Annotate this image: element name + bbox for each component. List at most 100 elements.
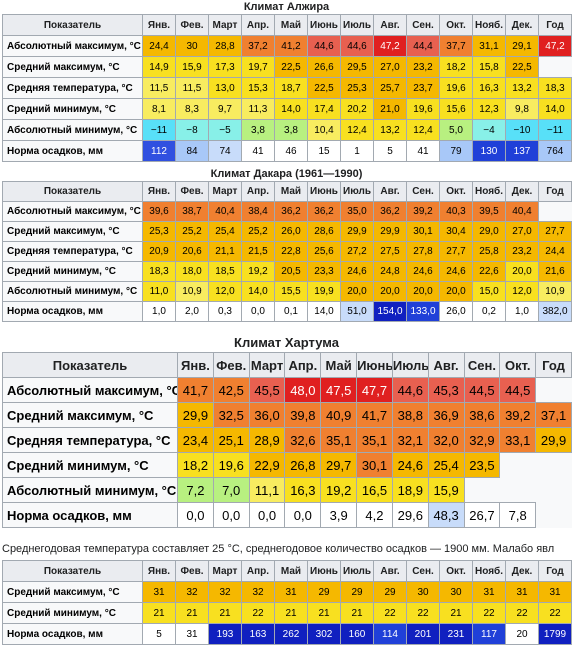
value-cell: −11 [538, 119, 572, 141]
value-cell: 16,5 [356, 477, 393, 503]
header-month: Май [274, 14, 308, 36]
value-cell: 18,0 [175, 261, 209, 282]
value-cell: 13,2 [505, 77, 539, 99]
value-cell: 18,5 [208, 261, 242, 282]
header-month: Сен. [406, 181, 440, 202]
value-cell: 36,0 [248, 402, 286, 428]
value-cell: 31,1 [472, 35, 506, 57]
value-cell: 19,9 [307, 281, 341, 302]
table-row: Абсолютный минимум, °C 7,2 7,0 11,1 16,3 19,2… [2, 477, 572, 503]
value-cell: 19,6 [439, 77, 473, 99]
header-month: Сен. [463, 352, 501, 378]
header-month: Год [538, 560, 572, 582]
value-cell: 40,4 [208, 201, 242, 222]
value-cell: 31 [472, 581, 506, 603]
value-cell: 29,9 [535, 427, 572, 453]
value-cell: 2,0 [175, 301, 209, 322]
value-cell: 14,9 [142, 56, 176, 78]
value-cell: 19,2 [320, 477, 358, 503]
value-cell: 20,0 [373, 281, 407, 302]
value-cell: 41,7 [356, 402, 393, 428]
value-cell: 8,3 [175, 98, 209, 120]
value-cell: 19,7 [241, 56, 275, 78]
header-indicator: Показатель [2, 181, 143, 202]
value-cell: 41,2 [274, 35, 308, 57]
value-cell: 21 [439, 602, 473, 624]
value-cell: 23,3 [307, 261, 341, 282]
climate-table: Показатель Янв. Фев. Март Апр. Май Июнь Июль Авг… [2, 560, 572, 645]
header-month: Янв. [142, 560, 176, 582]
value-cell: 41 [406, 140, 440, 162]
value-cell: 27,7 [439, 241, 473, 262]
value-cell: 22,6 [472, 261, 506, 282]
value-cell: 15,3 [241, 77, 275, 99]
table-row: Средний минимум, °C 18,2 19,6 22,9 26,8 29,7 3… [2, 452, 572, 478]
header-month: Март [208, 560, 242, 582]
value-cell: 0,0 [177, 502, 214, 528]
value-cell: 40,4 [505, 201, 539, 222]
value-cell: 11,3 [241, 98, 275, 120]
row-label: Средний максимум, °C [2, 581, 143, 603]
value-cell: 24,6 [391, 452, 429, 478]
value-cell: 160 [340, 623, 374, 645]
table-caption: Климат Алжира [243, 1, 330, 13]
climate-table-dakar: Климат Дакара (1961—1990) Показатель Янв.… [2, 167, 572, 322]
value-cell: 15,8 [472, 56, 506, 78]
value-cell: 10,9 [538, 281, 572, 302]
value-cell: 29,0 [472, 221, 506, 242]
value-cell: 23,5 [463, 452, 501, 478]
value-cell: 12,4 [340, 119, 374, 141]
row-label: Средний максимум, °C [2, 402, 178, 428]
value-cell: 117 [472, 623, 506, 645]
row-label: Средний максимум, °C [2, 221, 143, 242]
value-cell: 40,9 [320, 402, 358, 428]
value-cell: 382,0 [538, 301, 572, 322]
value-cell: 48,3 [427, 502, 465, 528]
value-cell: 30 [439, 581, 473, 603]
value-cell: 47,2 [373, 35, 407, 57]
value-cell: 44,5 [463, 377, 501, 403]
value-cell: 25,3 [142, 221, 176, 242]
value-cell: −11 [142, 119, 176, 141]
value-cell: 25,1 [212, 427, 250, 453]
value-cell: 20,6 [175, 241, 209, 262]
value-cell: 12,0 [505, 281, 539, 302]
value-cell: 15,5 [274, 281, 308, 302]
value-cell: 38,4 [241, 201, 275, 222]
header-month: Март [208, 14, 242, 36]
table-row: Норма осадков, мм 1,0 2,0 0,3 0,0 0,1 14,0 51,0… [2, 301, 572, 322]
value-cell: 39,2 [406, 201, 440, 222]
header-month: Янв. [177, 352, 214, 378]
table-row: Абсолютный максимум, °C 41,7 42,5 45,5 48,0 4… [2, 377, 572, 403]
value-cell: 40,3 [439, 201, 473, 222]
row-label: Норма осадков, мм [2, 140, 143, 162]
value-cell: 32 [208, 581, 242, 603]
value-cell: 24,6 [340, 261, 374, 282]
value-cell: 22 [241, 602, 275, 624]
climate-table: Показатель Янв. Фев. Март Апр. Май Июнь Июль Авг… [2, 14, 572, 162]
value-cell: 16,3 [472, 77, 506, 99]
header-indicator: Показатель [2, 14, 143, 36]
value-cell: 25,2 [175, 221, 209, 242]
value-cell: −8 [175, 119, 209, 141]
value-cell: 8,1 [142, 98, 176, 120]
header-month: Май [274, 560, 308, 582]
value-cell: 30,1 [356, 452, 393, 478]
header-month: Дек. [505, 560, 539, 582]
value-cell: 21 [340, 602, 374, 624]
table-row: Средний максимум, °C 31 32 32 32 31 29 29 29 30 30… [2, 581, 572, 603]
value-cell: 79 [439, 140, 473, 162]
table-row: Средний минимум, °C 21 21 21 22 21 21 21 22 22 21 2… [2, 602, 572, 624]
value-cell: 21 [307, 602, 341, 624]
value-cell: 42,5 [212, 377, 250, 403]
row-label: Абсолютный минимум, °C [2, 119, 143, 141]
value-cell: 16,3 [284, 477, 322, 503]
value-cell: 39,8 [284, 402, 322, 428]
header-month: Март [208, 181, 242, 202]
value-cell: 14,0 [274, 98, 308, 120]
header-month: Июль [340, 560, 374, 582]
value-cell: 25,3 [340, 77, 374, 99]
value-cell: 29,7 [320, 452, 358, 478]
value-cell: 22 [538, 602, 572, 624]
header-month: Нояб. [472, 560, 506, 582]
